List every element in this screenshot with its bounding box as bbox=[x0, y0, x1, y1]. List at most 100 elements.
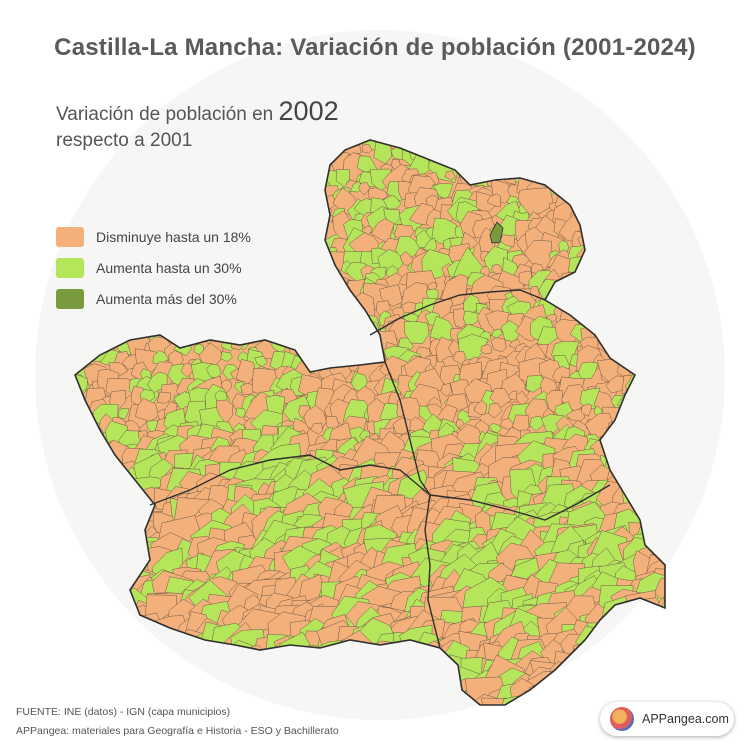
municipality-cell bbox=[75, 350, 87, 370]
municipality-cell bbox=[593, 178, 612, 201]
municipality-cell bbox=[651, 477, 665, 524]
municipality-cell bbox=[134, 255, 155, 278]
municipality-cell bbox=[107, 533, 141, 574]
municipality-cell bbox=[632, 666, 662, 697]
municipality-cell bbox=[619, 438, 656, 470]
municipality-cell bbox=[96, 482, 125, 510]
municipality-cell bbox=[75, 201, 89, 217]
municipality-cell bbox=[84, 216, 112, 251]
municipality-cell bbox=[434, 144, 456, 163]
province-border-toledo-ciudadreal bbox=[149, 454, 431, 506]
municipality-cell bbox=[97, 592, 129, 630]
municipality-cell bbox=[657, 412, 665, 436]
municipality-cell bbox=[591, 151, 619, 182]
municipality-cell bbox=[195, 270, 233, 300]
subtitle-line2: respecto a 2001 bbox=[56, 130, 193, 151]
municipality-cell bbox=[137, 320, 151, 331]
municipality-cell bbox=[203, 161, 233, 191]
municipality-cell bbox=[249, 647, 278, 676]
municipality-cell bbox=[667, 198, 680, 210]
municipality-cell bbox=[75, 603, 105, 640]
municipality-cell bbox=[211, 645, 234, 680]
municipality-cell bbox=[628, 210, 657, 241]
municipality-cell bbox=[119, 522, 150, 555]
municipality-cell bbox=[643, 179, 662, 201]
municipality-cell bbox=[75, 461, 102, 506]
municipality-cell bbox=[617, 608, 655, 645]
municipality-cell bbox=[192, 157, 220, 192]
municipality-cell bbox=[75, 181, 81, 202]
municipality-cell bbox=[192, 206, 221, 230]
municipality-cell bbox=[255, 162, 282, 191]
municipality-cell bbox=[259, 189, 275, 203]
municipality-cell bbox=[82, 140, 102, 157]
municipality-cell bbox=[136, 623, 172, 663]
municipality-cell bbox=[83, 319, 116, 346]
municipality-cell bbox=[489, 388, 512, 409]
municipality-cell bbox=[633, 275, 664, 304]
municipality-cell bbox=[606, 629, 649, 676]
municipality-cell bbox=[198, 307, 225, 332]
municipality-cell bbox=[225, 156, 248, 177]
municipality-cell bbox=[75, 419, 92, 441]
municipality-cell bbox=[210, 653, 236, 685]
municipality-cell bbox=[349, 316, 366, 333]
municipality-cell bbox=[195, 205, 213, 228]
municipality-cell bbox=[194, 140, 208, 147]
municipality-cell bbox=[129, 140, 156, 173]
municipality-cell bbox=[661, 346, 665, 360]
municipality-cell bbox=[623, 413, 646, 431]
municipality-cell bbox=[352, 642, 386, 675]
appangea-badge[interactable]: APPangea.com bbox=[600, 702, 734, 736]
municipality-cell bbox=[596, 652, 634, 685]
municipality-cell bbox=[654, 391, 665, 414]
municipality-cell bbox=[164, 275, 177, 286]
municipality-cell bbox=[222, 260, 238, 280]
municipality-cell bbox=[602, 233, 627, 259]
municipality-cell bbox=[82, 259, 105, 282]
municipality-cell bbox=[319, 315, 335, 330]
municipality-cell bbox=[80, 661, 106, 685]
municipality-cell bbox=[563, 684, 588, 705]
municipality-cell bbox=[546, 148, 573, 182]
municipality-cell bbox=[666, 659, 691, 694]
municipality-cell bbox=[650, 453, 665, 490]
municipality-cell bbox=[648, 140, 665, 151]
municipality-cell bbox=[668, 458, 703, 496]
municipality-cell bbox=[123, 223, 138, 237]
municipality-cell bbox=[655, 140, 665, 150]
municipality-cell bbox=[546, 164, 573, 191]
municipality-cell bbox=[99, 276, 120, 294]
municipality-cell bbox=[347, 302, 359, 316]
municipality-cell bbox=[260, 150, 292, 171]
municipality-cell bbox=[317, 686, 362, 705]
municipality-cell bbox=[149, 299, 177, 319]
municipality-cell bbox=[161, 248, 187, 274]
municipality-cell bbox=[78, 429, 92, 442]
municipality-cell bbox=[671, 438, 697, 467]
municipality-cell bbox=[392, 417, 412, 437]
municipality-cell bbox=[671, 509, 693, 531]
municipality-cell bbox=[129, 185, 142, 200]
municipality-cell bbox=[220, 317, 233, 332]
municipality-cell bbox=[640, 346, 665, 371]
municipality-cell bbox=[231, 216, 260, 241]
municipality-cell bbox=[206, 267, 219, 281]
municipality-cell bbox=[341, 332, 369, 355]
municipality-cell bbox=[505, 140, 541, 153]
municipality-cell bbox=[75, 498, 77, 527]
province-border-cuenca-albacete bbox=[429, 484, 611, 521]
municipality-cell bbox=[643, 448, 665, 480]
municipality-cell bbox=[296, 140, 314, 154]
municipality-cell bbox=[89, 240, 111, 262]
municipality-cell bbox=[309, 206, 324, 225]
municipality-cell bbox=[621, 338, 638, 357]
municipality-cell bbox=[606, 297, 627, 320]
municipality-cell bbox=[370, 673, 408, 705]
municipality-cell bbox=[669, 160, 686, 177]
municipality-cell bbox=[232, 644, 273, 682]
municipality-cell bbox=[75, 675, 91, 705]
municipality-cell bbox=[79, 571, 111, 605]
municipality-cell bbox=[398, 682, 427, 705]
municipality-cell bbox=[250, 140, 275, 152]
